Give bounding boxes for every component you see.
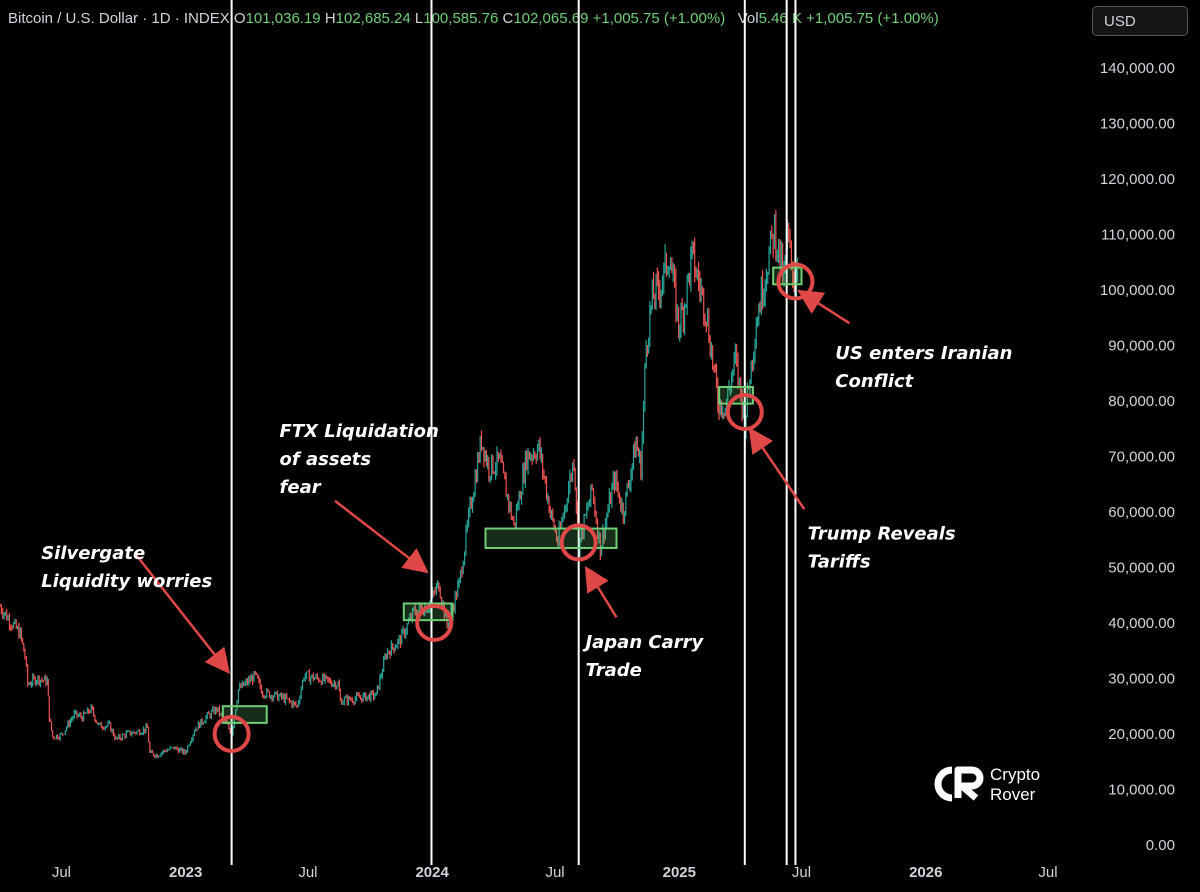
currency-button[interactable]: USD [1092,6,1188,36]
y-tick-label: 0.00 [1146,837,1175,854]
y-tick-label: 140,000.00 [1100,60,1175,77]
event-circle-marker [559,523,598,562]
event-circle-marker [776,262,815,301]
y-tick-label: 10,000.00 [1108,781,1175,798]
open-value: 101,036.19 [245,10,321,27]
y-tick-label: 60,000.00 [1108,504,1175,521]
y-tick-label: 100,000.00 [1100,282,1175,299]
change-value: +1,005.75 (+1.00%) [592,10,726,27]
annotation-arrow [797,289,851,325]
annotation-label-line: Trump Reveals [808,524,956,545]
y-tick-label: 90,000.00 [1108,337,1175,354]
low-value: 100,585.76 [423,10,499,27]
annotation-label-line: Liquidity worries [41,571,212,592]
y-tick-label: 110,000.00 [1101,226,1175,243]
y-tick-label: 30,000.00 [1108,670,1175,687]
annotation-label: US enters Iranian Conflict [835,343,1012,392]
annotation-label-line: Silvergate [41,543,145,564]
event-circle-marker [212,714,251,753]
support-zone-box [484,527,618,549]
x-tick-label: 2024 [415,864,449,881]
x-tick-label: Jul [52,864,71,881]
annotation-arrow [134,552,230,675]
y-tick-label: 40,000.00 [1108,615,1175,632]
y-tick-label: 20,000.00 [1108,726,1175,743]
x-tick-label: Jul [545,864,564,881]
annotation-label: FTX Liquidation of assets fear [280,421,439,498]
close-label: C [502,10,514,27]
x-tick-label: 2023 [169,864,202,881]
volume-label: Vol [737,10,759,27]
high-value: 102,685.24 [335,10,411,27]
y-tick-label: 130,000.00 [1100,115,1175,132]
x-tick-label: Jul [1038,864,1057,881]
annotation-label: Japan Carry Trade [582,632,704,681]
close-value: 102,065.69 [513,10,589,27]
x-tick-label: Jul [298,864,317,881]
event-circle-marker [725,392,764,431]
y-tick-label: 50,000.00 [1108,559,1175,576]
symbol-title: Bitcoin / U.S. Dollar · 1D · INDEX [8,10,230,27]
x-tick-label: 2025 [663,864,696,881]
x-tick-label: 2026 [909,864,942,881]
annotation-arrow [334,499,429,574]
annotation-label-line: US enters Iranian [835,343,1012,364]
low-label: L [414,10,424,27]
open-label: O [233,10,246,27]
high-label: H [324,10,336,27]
annotation-label-line: Trade [585,660,641,681]
y-tick-label: 120,000.00 [1100,171,1175,188]
y-tick-label: 70,000.00 [1108,448,1175,465]
logo-line-1: Crypto [990,765,1041,784]
annotation-label-line: of assets [280,449,372,470]
annotation-arrow [748,427,806,510]
annotation-label-line: Tariffs [808,552,871,573]
y-tick-label: 80,000.00 [1108,393,1175,410]
event-circle-marker [415,603,454,642]
annotation-label-line: Japan Carry [582,632,704,653]
volume-change-value: +1,005.75 (+1.00%) [806,10,939,27]
annotation-label: Trump Reveals Tariffs [808,524,956,573]
symbol-header: Bitcoin / U.S. Dollar · 1D · INDEX O101,… [8,10,939,27]
annotation-label-line: FTX Liquidation [280,421,439,442]
annotation-label: Silvergate Liquidity worries [41,543,212,592]
logo-line-2: Rover [990,785,1036,804]
x-tick-label: Jul [792,864,811,881]
annotation-arrow [584,565,618,619]
crypto-rover-logo-icon [934,766,984,802]
annotation-label-line: Conflict [835,371,914,392]
annotation-label-line: fear [280,477,322,498]
volume-value: 5.46 K [758,10,802,27]
logo-wordmark: Crypto Rover [990,765,1040,805]
